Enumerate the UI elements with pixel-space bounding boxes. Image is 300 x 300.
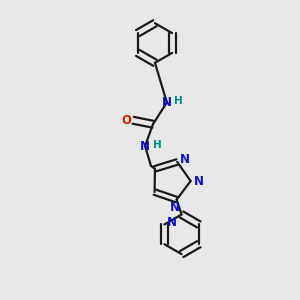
Text: N: N xyxy=(140,140,150,152)
Text: N: N xyxy=(162,96,172,109)
Text: N: N xyxy=(180,154,190,166)
Text: O: O xyxy=(121,114,131,127)
Text: N: N xyxy=(170,201,180,214)
Text: N: N xyxy=(167,216,177,229)
Text: H: H xyxy=(153,140,161,150)
Text: N: N xyxy=(194,175,203,188)
Text: H: H xyxy=(174,97,183,106)
